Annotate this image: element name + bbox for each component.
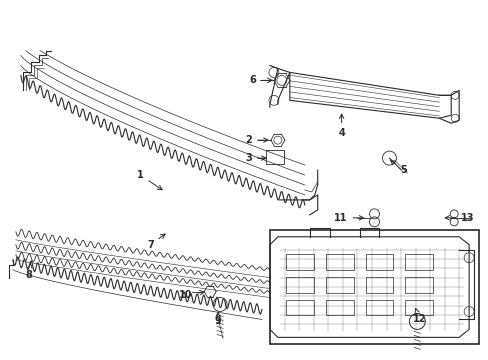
Text: 11: 11 <box>333 213 363 223</box>
Bar <box>325 300 353 315</box>
Bar <box>365 300 393 315</box>
Bar <box>285 254 313 270</box>
Text: 3: 3 <box>244 153 265 163</box>
Bar <box>265 150 283 164</box>
Text: 10: 10 <box>178 289 204 300</box>
Text: 8: 8 <box>25 264 32 280</box>
Text: 1: 1 <box>137 170 162 190</box>
Bar <box>285 276 313 293</box>
Bar <box>285 300 313 315</box>
Text: 7: 7 <box>147 234 165 250</box>
Bar <box>405 300 432 315</box>
Bar <box>405 254 432 270</box>
Bar <box>269 230 478 345</box>
Text: 4: 4 <box>338 114 345 138</box>
Text: 13: 13 <box>444 213 474 223</box>
Bar <box>405 276 432 293</box>
Bar <box>325 276 353 293</box>
Text: 9: 9 <box>214 312 221 327</box>
Text: 2: 2 <box>244 135 267 145</box>
Text: 12: 12 <box>412 309 425 324</box>
Bar <box>325 254 353 270</box>
Bar <box>365 254 393 270</box>
Text: 6: 6 <box>249 75 271 85</box>
Bar <box>365 276 393 293</box>
Text: 5: 5 <box>390 161 406 175</box>
